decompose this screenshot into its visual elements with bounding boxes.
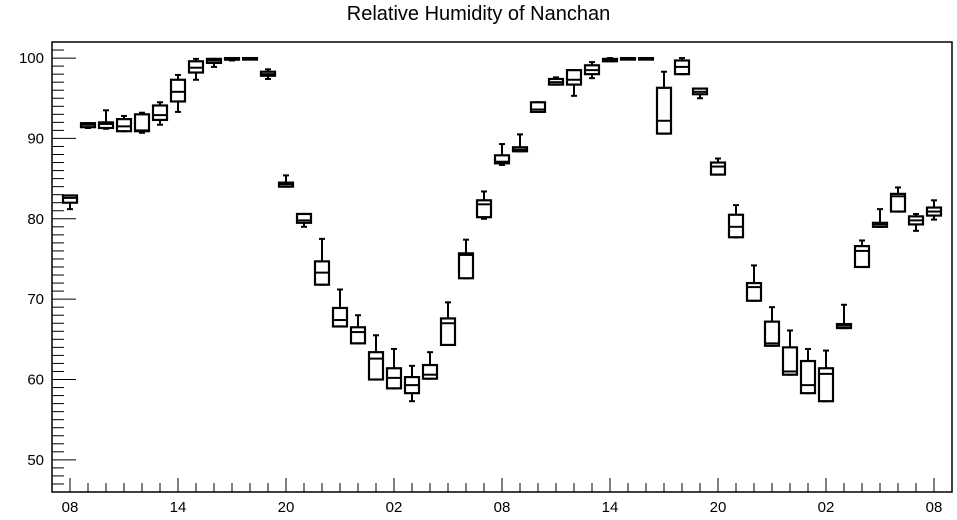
box-plot (799, 347, 817, 395)
box-plot (853, 239, 871, 269)
box-plot (925, 199, 943, 221)
box-body (133, 113, 151, 133)
box-plot (313, 237, 331, 286)
box-plot (673, 57, 691, 76)
box-body (331, 306, 349, 328)
x-tick-label: 14 (170, 499, 187, 516)
box-plot (421, 351, 439, 380)
box-body (115, 118, 133, 133)
y-tick-label: 100 (19, 50, 44, 67)
box-plot (871, 208, 889, 228)
box-plot (835, 303, 853, 330)
box-body (493, 154, 511, 165)
box-plot (205, 57, 223, 68)
box-plot (889, 186, 907, 213)
box-body (169, 78, 187, 103)
box-plot (169, 73, 187, 113)
box-body (151, 104, 169, 122)
box-plot (691, 87, 709, 100)
box-plot (817, 349, 835, 403)
x-tick-label: 20 (710, 499, 727, 516)
box-body (817, 367, 835, 403)
box-plot (403, 364, 421, 403)
box-plot (547, 76, 565, 86)
box-plot (115, 114, 133, 133)
box-plot (457, 238, 475, 280)
box-plot (709, 157, 727, 176)
box-plot (259, 68, 277, 80)
box-plot (781, 329, 799, 376)
box-plot (655, 70, 673, 135)
x-tick-label: 08 (926, 499, 943, 516)
x-tick-label: 08 (62, 499, 79, 516)
box-plot (385, 347, 403, 390)
box-body (853, 245, 871, 269)
box-plot (277, 174, 295, 188)
box-plot (79, 122, 97, 129)
box-plot (439, 301, 457, 347)
box-plot (151, 101, 169, 126)
box-body (889, 192, 907, 213)
box-plot (223, 56, 241, 62)
box-plot (241, 56, 259, 61)
box-plot (331, 288, 349, 328)
x-tick-label: 20 (278, 499, 295, 516)
y-tick-label: 90 (27, 130, 44, 147)
box-plot (583, 61, 601, 80)
box-body (349, 326, 367, 345)
box-body (709, 161, 727, 176)
box-plot (133, 111, 151, 134)
box-plot (529, 101, 547, 114)
box-body (565, 69, 583, 86)
box-body (799, 359, 817, 395)
y-axis: 50 60 70 80 90 100 (19, 41, 76, 493)
box-plot (295, 212, 313, 228)
box-plot (637, 56, 655, 61)
box-body (745, 281, 763, 302)
chart-title: Relative Humidity of Nanchan (346, 3, 611, 25)
box-plot (511, 133, 529, 153)
box-plot (619, 56, 637, 61)
y-tick-label: 70 (27, 291, 44, 308)
box-body (763, 320, 781, 347)
box-plot (61, 194, 79, 211)
y-tick-label: 50 (27, 452, 44, 469)
x-tick-label: 14 (602, 499, 619, 516)
box-plot (907, 212, 925, 232)
box-plot (187, 57, 205, 81)
plot-frame (51, 41, 953, 493)
box-body (97, 121, 115, 130)
box-plot (475, 190, 493, 220)
box-body (475, 199, 493, 219)
box-body (781, 346, 799, 376)
box-body (295, 212, 313, 224)
y-tick-label: 80 (27, 211, 44, 228)
box-plot (745, 264, 763, 302)
x-tick-label: 02 (818, 499, 835, 516)
box-body (421, 363, 439, 380)
x-tick-label: 08 (494, 499, 511, 516)
box-body (457, 252, 475, 280)
box-plot (727, 204, 745, 239)
box-plot (601, 57, 619, 63)
x-axis: 08 14 20 02 08 14 20 02 08 (51, 478, 953, 516)
box-body (367, 351, 385, 381)
box-plot (493, 143, 511, 166)
box-series (61, 56, 943, 403)
box-plot (565, 69, 583, 97)
box-body (529, 101, 547, 114)
box-plot (763, 306, 781, 347)
box-body (61, 194, 79, 204)
box-body (655, 86, 673, 135)
box-plot (97, 109, 115, 130)
x-tick-label: 02 (386, 499, 403, 516)
box-plot (367, 334, 385, 381)
box-body (439, 317, 457, 347)
box-plot (349, 314, 367, 345)
y-tick-label: 60 (27, 372, 44, 389)
